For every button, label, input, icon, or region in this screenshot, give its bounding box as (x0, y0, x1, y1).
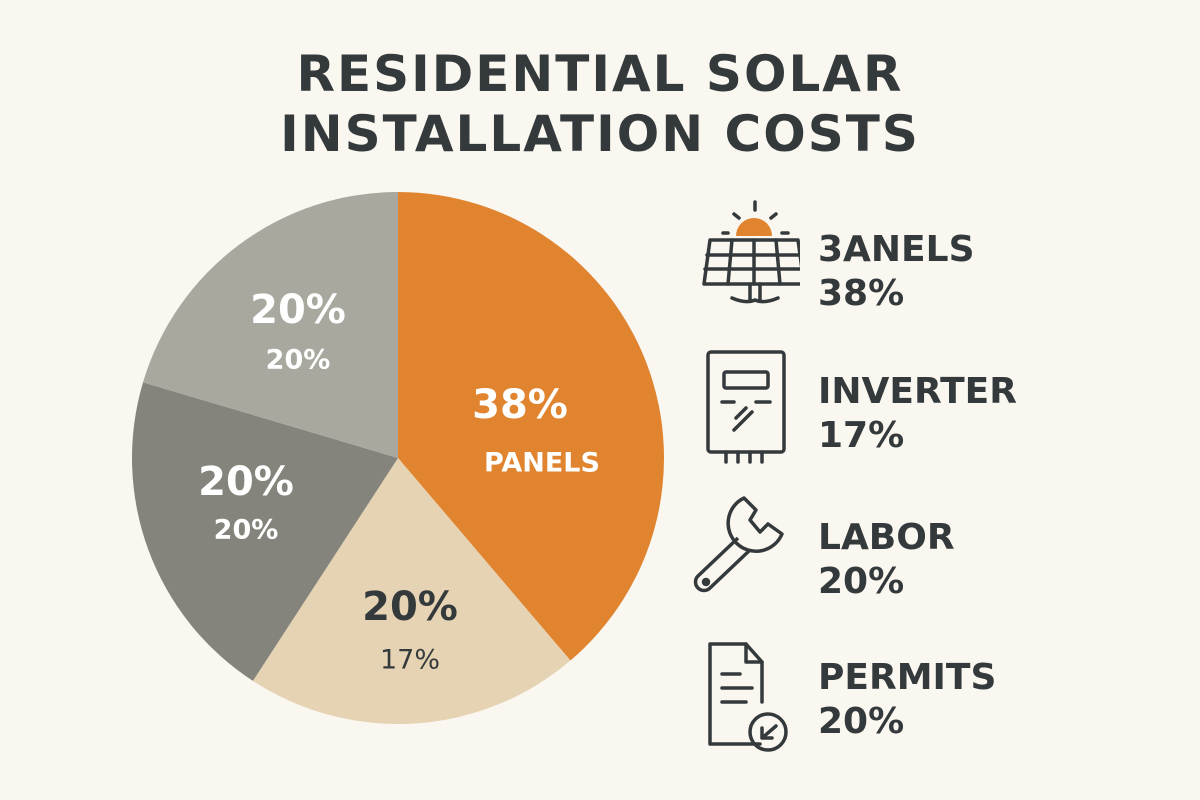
slice-label-labor-sub: 20% (213, 514, 279, 546)
chart-title-line-2: INSTALLATION COSTS (280, 105, 920, 163)
pie-slice-panels (398, 192, 665, 661)
legend-value: 17% (818, 415, 905, 456)
chart-title-line-1: RESIDENTIAL SOLAR (296, 45, 904, 103)
slice-label-inverter-percent: 20% (362, 584, 458, 630)
legend-name: 3ANELS (818, 229, 975, 270)
slice-label-panels-name: PANELS (484, 447, 600, 479)
solar-panel-icon (702, 200, 800, 304)
legend-item-permits: PERMITS 20% (818, 656, 996, 744)
legend-name: LABOR (818, 517, 955, 558)
slice-label-permits-percent: 20% (250, 287, 346, 333)
pie-slice-labor (131, 382, 398, 681)
slice-label-panels-percent: 38% (472, 382, 568, 428)
inverter-icon (706, 350, 786, 464)
slice-label-permits-sub: 20% (265, 344, 331, 376)
document-check-icon (708, 642, 788, 752)
wrench-icon (693, 496, 784, 593)
legend-name: INVERTER (818, 371, 1017, 412)
legend-item-labor: LABOR 20% (818, 516, 955, 604)
legend-value: 20% (818, 701, 905, 742)
legend-item-inverter: INVERTER 17% (818, 370, 1017, 458)
legend-value: 20% (818, 561, 905, 602)
pie-slice-permits (142, 192, 398, 458)
slice-label-inverter-sub: 17% (379, 644, 441, 676)
slice-label-labor-percent: 20% (198, 459, 294, 505)
legend-item-panels: 3ANELS 38% (818, 228, 975, 316)
legend-value: 38% (818, 273, 905, 314)
pie-slice-inverter (252, 458, 571, 725)
legend-name: PERMITS (818, 657, 997, 698)
